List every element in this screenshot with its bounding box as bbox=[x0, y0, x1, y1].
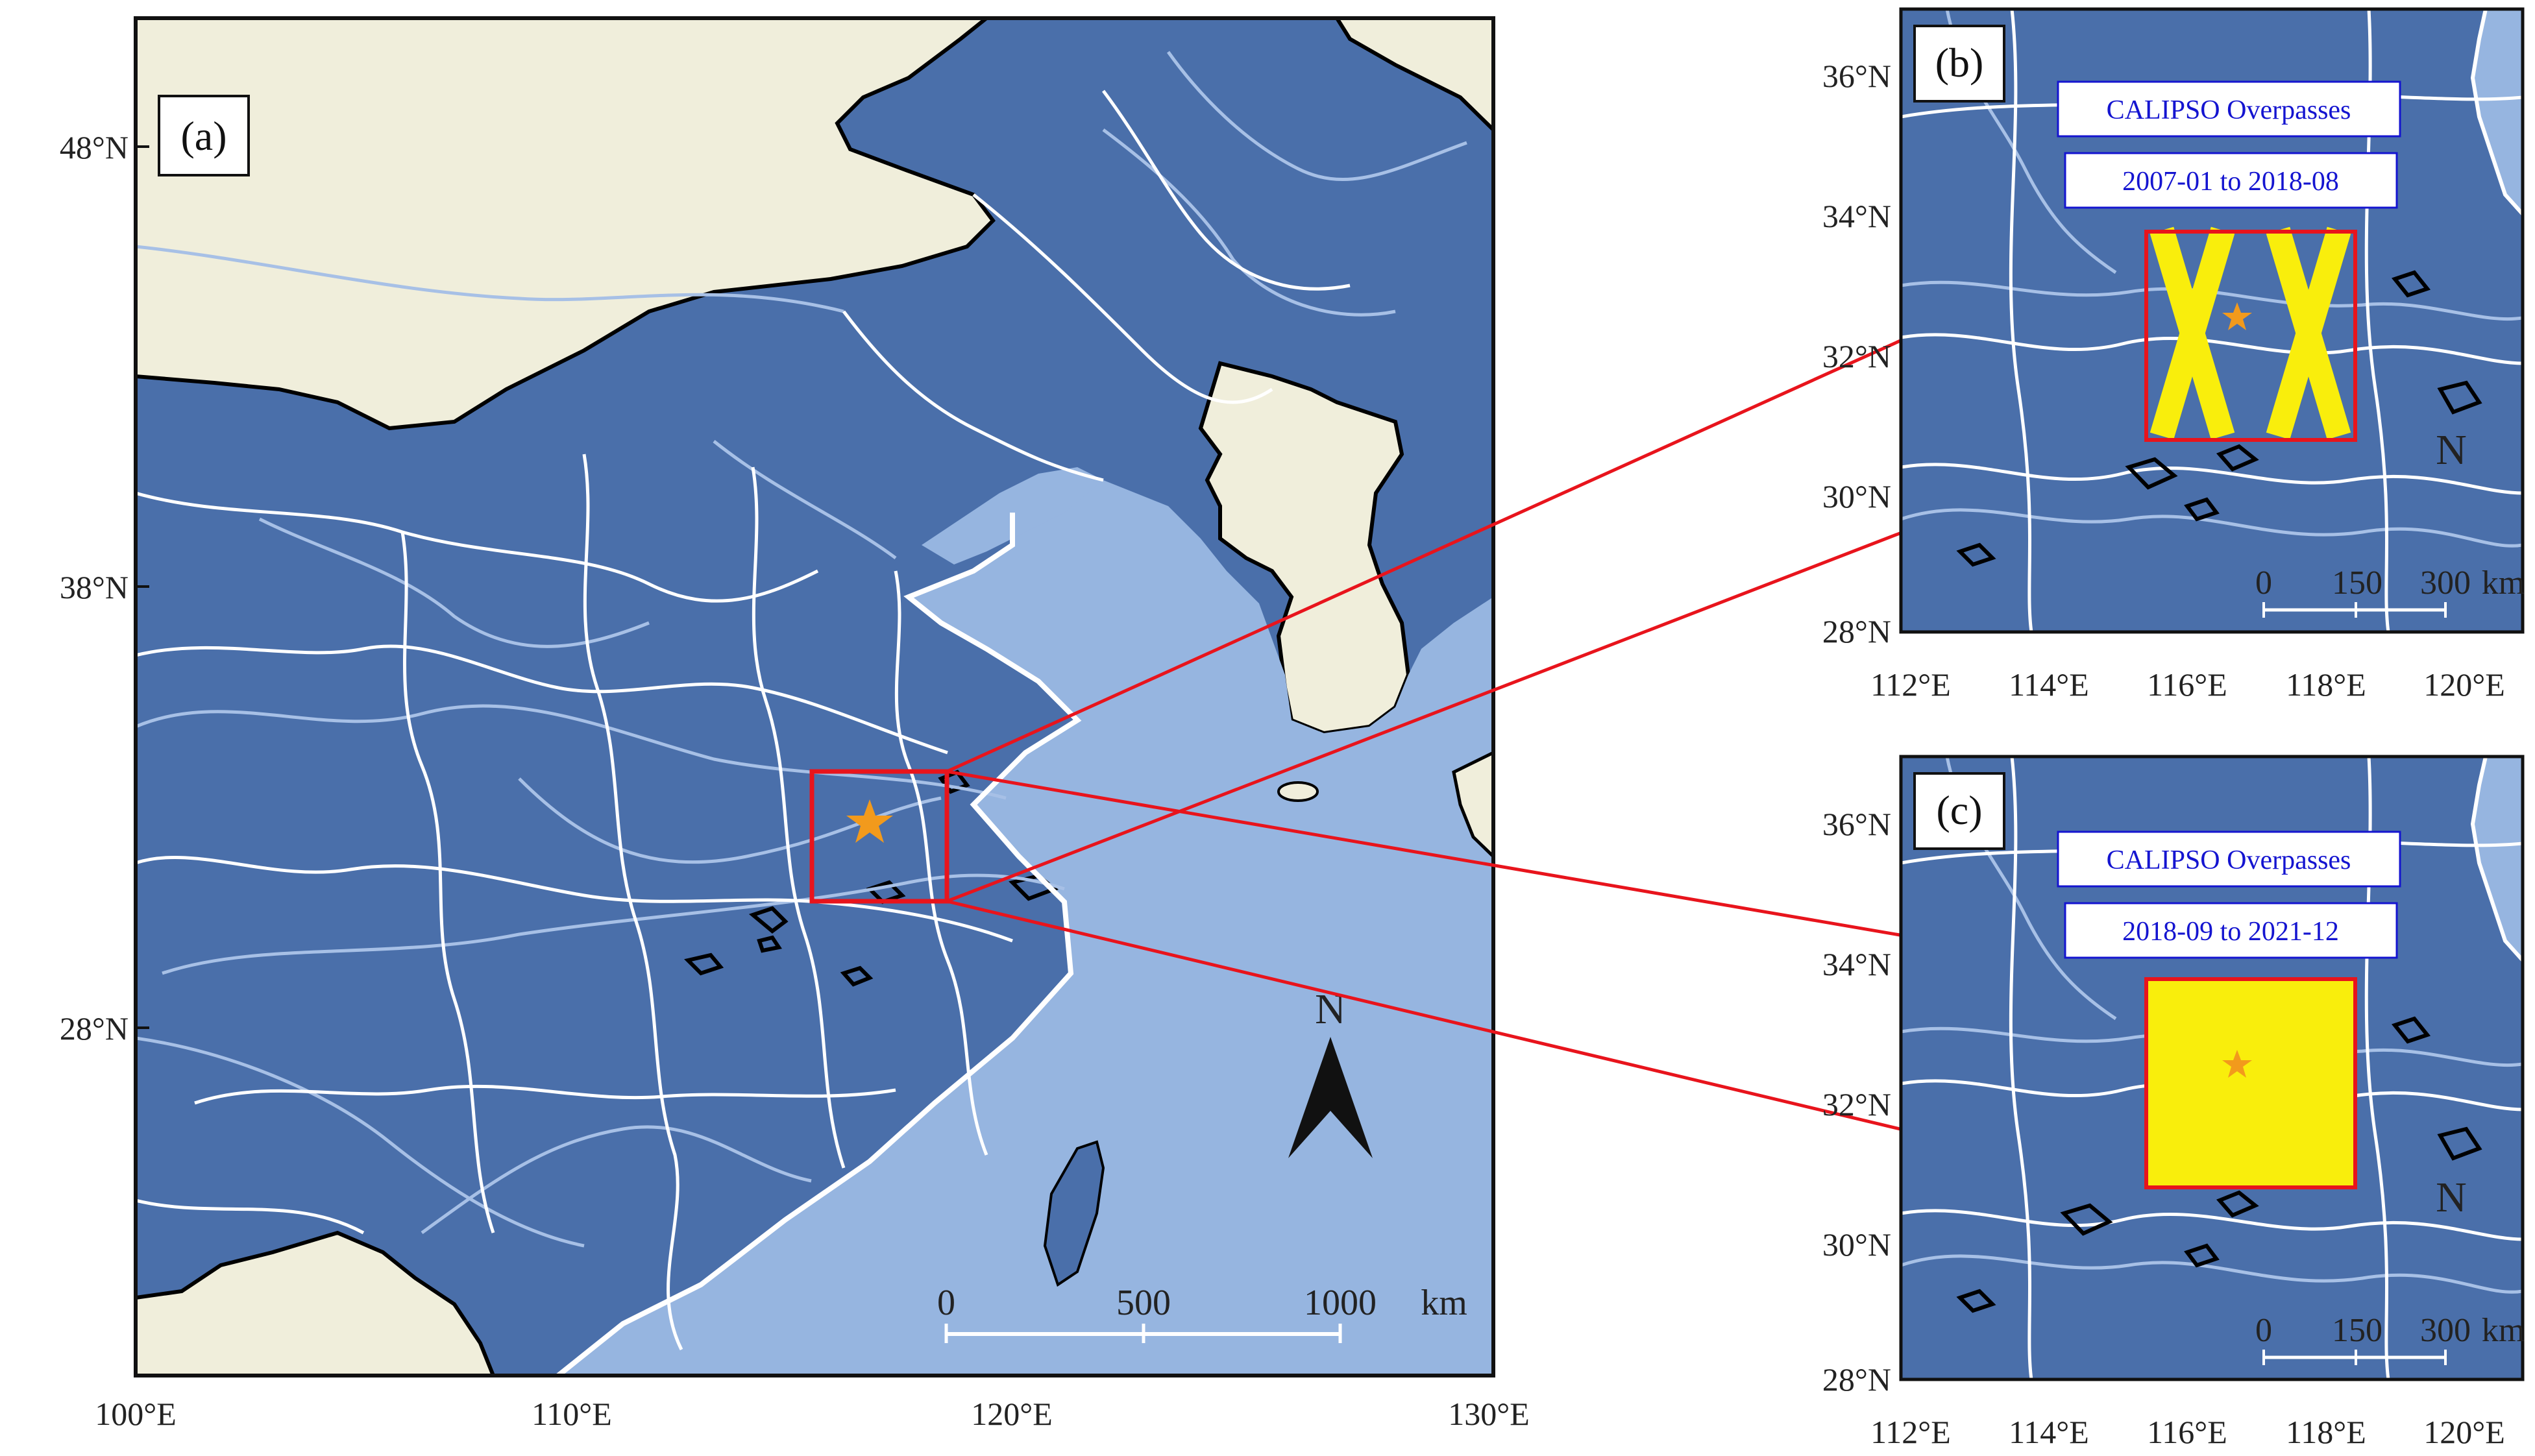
panel-c-lat-tick: 36°N bbox=[1822, 806, 1891, 842]
outside-land-north bbox=[136, 18, 996, 431]
legend-title-box bbox=[2057, 80, 2401, 138]
panel-b-overpass-tracks bbox=[2149, 226, 2351, 440]
panel-c-label: (c) bbox=[1936, 787, 1982, 833]
outside-land-northeast bbox=[1334, 18, 1493, 133]
panel-b-coast bbox=[2470, 9, 2523, 216]
panel-b-lat-tick: 28°N bbox=[1822, 613, 1891, 649]
panel-a-lon-tick: 130°E bbox=[1448, 1396, 1530, 1432]
panel-b-sea bbox=[2473, 9, 2523, 214]
legend-title: CALIPSO Overpasses bbox=[2107, 95, 2351, 125]
panel-b-frame bbox=[1899, 7, 2525, 634]
taiwan bbox=[1043, 1140, 1105, 1287]
panel-a-lat-tick: 28°N bbox=[60, 1010, 129, 1047]
panel-b-lon-tick: 112°E bbox=[1870, 666, 1951, 703]
panel-c-sea bbox=[2473, 757, 2523, 960]
legend-title: CALIPSO Overpasses bbox=[2107, 845, 2351, 875]
panel-b-lon-tick: 118°E bbox=[2286, 666, 2366, 703]
panel-c-lon-tick: 116°E bbox=[2147, 1414, 2227, 1450]
panel-a-label-box bbox=[158, 95, 250, 176]
panel-c-north-label: N bbox=[2436, 1174, 2467, 1221]
province-borders bbox=[136, 90, 1351, 1351]
legend-title-box bbox=[2057, 831, 2401, 888]
panel-a-map bbox=[136, 18, 1493, 1376]
panel-c-lat-tick: 28°N bbox=[1822, 1361, 1891, 1398]
scale-zero: 0 bbox=[2255, 1312, 2272, 1349]
panel-b-lon-tick: 116°E bbox=[2147, 666, 2227, 703]
panel-b-lat-tick: 32°N bbox=[1822, 338, 1891, 374]
panel-a-lat-tick: 38°N bbox=[60, 569, 129, 605]
site-star-icon bbox=[2222, 1050, 2252, 1078]
scale-unit: km bbox=[1421, 1283, 1467, 1323]
panel-c-lon-tick: 120°E bbox=[2423, 1414, 2505, 1450]
scale-mid: 150 bbox=[2332, 1312, 2382, 1349]
site-star-icon bbox=[2222, 302, 2252, 330]
scale-mid: 500 bbox=[1116, 1283, 1171, 1323]
panel-a-lat-tick: 48°N bbox=[60, 129, 129, 165]
panel-c-legend: CALIPSO Overpasses 2018-09 to 2021-12 bbox=[2057, 831, 2401, 959]
legend-period: 2007-01 to 2018-08 bbox=[2122, 167, 2339, 197]
panel-a-axes: 48°N 38°N 28°N 100°E 110°E 120°E 130°E bbox=[60, 129, 1530, 1432]
outside-land-southwest bbox=[136, 1230, 496, 1376]
rivers bbox=[136, 51, 1467, 1248]
panel-a-label: (a) bbox=[180, 113, 227, 159]
jeju-island bbox=[1277, 781, 1319, 802]
panel-b-lat-tick: 30°N bbox=[1822, 478, 1891, 515]
panel-c-overpass-area bbox=[2144, 977, 2357, 1189]
scale-zero: 0 bbox=[2255, 564, 2272, 601]
scale-max: 300 bbox=[2420, 564, 2471, 601]
scale-mid: 150 bbox=[2332, 564, 2382, 601]
panel-a-frame bbox=[134, 16, 1495, 1377]
panel-c-lon-tick: 118°E bbox=[2286, 1414, 2366, 1450]
scale-unit: km bbox=[2482, 564, 2525, 601]
north-arrow-icon bbox=[1288, 1037, 1373, 1158]
coastline bbox=[556, 513, 1082, 1376]
panel-c-lat-tick: 30°N bbox=[1822, 1226, 1891, 1263]
panel-a-lon-tick: 100°E bbox=[95, 1396, 177, 1432]
panel-c-axes: 36°N 34°N 32°N 30°N 28°N 112°E 114°E 116… bbox=[1822, 806, 2505, 1450]
panel-a-lon-tick: 120°E bbox=[971, 1396, 1053, 1432]
panel-b-study-box bbox=[2144, 230, 2357, 442]
panel-b-north-label: N bbox=[2436, 426, 2467, 474]
panel-b-lon-tick: 120°E bbox=[2423, 666, 2505, 703]
panel-c-lat-tick: 34°N bbox=[1822, 946, 1891, 982]
panel-b-lat-tick: 36°N bbox=[1822, 58, 1891, 94]
scale-max: 1000 bbox=[1304, 1283, 1377, 1323]
panel-c: (c) CALIPSO Overpasses 2018-09 to 2021-1… bbox=[1822, 755, 2525, 1450]
panel-c-coast bbox=[2470, 757, 2523, 962]
panel-b-lakes bbox=[1956, 270, 2482, 567]
panel-a-lon-tick: 110°E bbox=[532, 1396, 612, 1432]
panel-c-label-box bbox=[1913, 772, 2005, 850]
panel-c-lon-tick: 112°E bbox=[1870, 1414, 1951, 1450]
panel-c-frame bbox=[1899, 755, 2525, 1381]
panel-c-lakes bbox=[1956, 1016, 2482, 1313]
japan-kyushu bbox=[1452, 751, 1493, 859]
scale-zero: 0 bbox=[937, 1283, 955, 1323]
panel-b-legend: CALIPSO Overpasses 2007-01 to 2018-08 bbox=[2057, 80, 2401, 209]
panel-b-axes: 36°N 34°N 32°N 30°N 28°N 112°E 114°E 116… bbox=[1822, 58, 2505, 703]
scale-unit: km bbox=[2482, 1312, 2525, 1349]
scale-max: 300 bbox=[2420, 1312, 2471, 1349]
panel-b: (b) CALIPSO Overpasses 2007-01 to 2018-0… bbox=[1822, 7, 2525, 703]
panel-c-scale-bar: 0 150 300 km bbox=[2255, 1312, 2525, 1365]
panel-c-lon-tick: 114°E bbox=[2009, 1414, 2089, 1450]
panel-c-lat-tick: 32°N bbox=[1822, 1086, 1891, 1122]
panel-b-label-box bbox=[1913, 25, 2005, 103]
panel-b-label: (b) bbox=[1935, 40, 1984, 86]
legend-period-box bbox=[2064, 152, 2398, 209]
sea bbox=[558, 480, 1493, 1376]
panel-b-lon-tick: 114°E bbox=[2009, 666, 2089, 703]
legend-period: 2018-09 to 2021-12 bbox=[2122, 917, 2339, 947]
panel-a-study-box bbox=[809, 769, 949, 904]
panel-a-scale-bar: 0 500 1000 km bbox=[937, 1283, 1467, 1343]
panel-a: (a) N 0 500 1000 km 48°N 38°N 28°N 100°E bbox=[60, 16, 1530, 1432]
site-star-icon bbox=[846, 799, 893, 843]
legend-period-box bbox=[2064, 902, 2398, 959]
panel-b-lat-tick: 34°N bbox=[1822, 198, 1891, 234]
panel-b-scale-bar: 0 150 300 km bbox=[2255, 564, 2525, 618]
